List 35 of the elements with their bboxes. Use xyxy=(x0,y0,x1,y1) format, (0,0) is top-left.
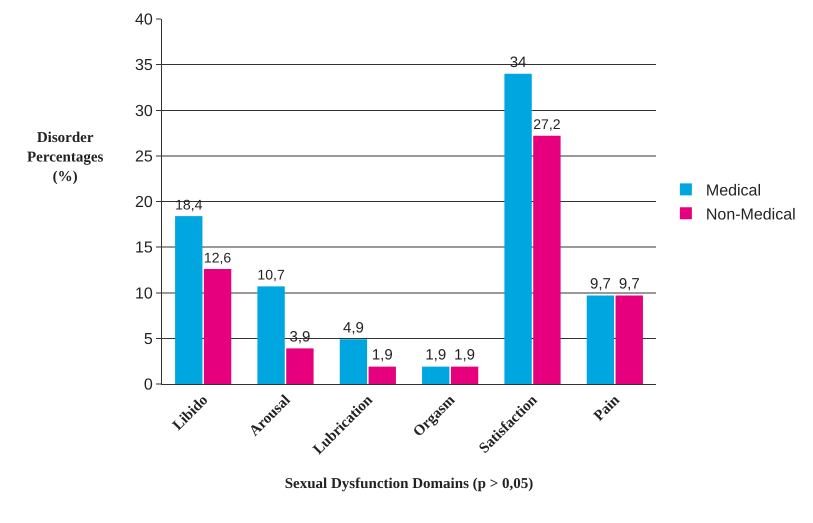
bar xyxy=(616,295,643,384)
x-tick-label: Pain xyxy=(591,392,624,424)
bar xyxy=(450,366,478,384)
y-tick-label: 30 xyxy=(135,102,153,120)
legend-label: Non-Medical xyxy=(706,206,796,224)
y-tick-label: 40 xyxy=(135,12,153,29)
data-label: 9,7 xyxy=(590,275,611,292)
bar xyxy=(586,295,614,384)
bar xyxy=(286,348,314,384)
bar xyxy=(368,366,396,384)
bar xyxy=(422,366,450,384)
data-label: 9,7 xyxy=(618,275,640,292)
bar xyxy=(204,269,232,384)
bar xyxy=(533,136,561,384)
data-label: 4,9 xyxy=(342,319,364,336)
y-tick-label: 0 xyxy=(144,376,153,394)
legend-label: Medical xyxy=(706,182,762,200)
bar xyxy=(504,74,532,384)
data-label: 12,6 xyxy=(204,249,232,266)
data-label: 1,9 xyxy=(425,346,446,364)
bar xyxy=(340,339,368,384)
y-tick-label: 5 xyxy=(144,330,153,348)
bar xyxy=(175,216,202,384)
y-axis-title: Disorder Percentages (%) xyxy=(27,130,104,185)
y-tick-label: 15 xyxy=(135,240,153,257)
y-tick-label: 25 xyxy=(135,148,153,166)
y-tick-label: 35 xyxy=(135,57,153,74)
data-label: 27,2 xyxy=(533,116,561,132)
y-tick-label: 10 xyxy=(135,285,153,302)
data-label: 1,9 xyxy=(372,346,393,364)
bar xyxy=(257,286,285,384)
data-label: 1,9 xyxy=(454,346,476,364)
data-label: 10,7 xyxy=(257,266,285,283)
y-tick-label: 20 xyxy=(135,194,153,212)
x-axis-title: Sexual Dysfunction Domains (p > 0,05) xyxy=(284,476,534,492)
